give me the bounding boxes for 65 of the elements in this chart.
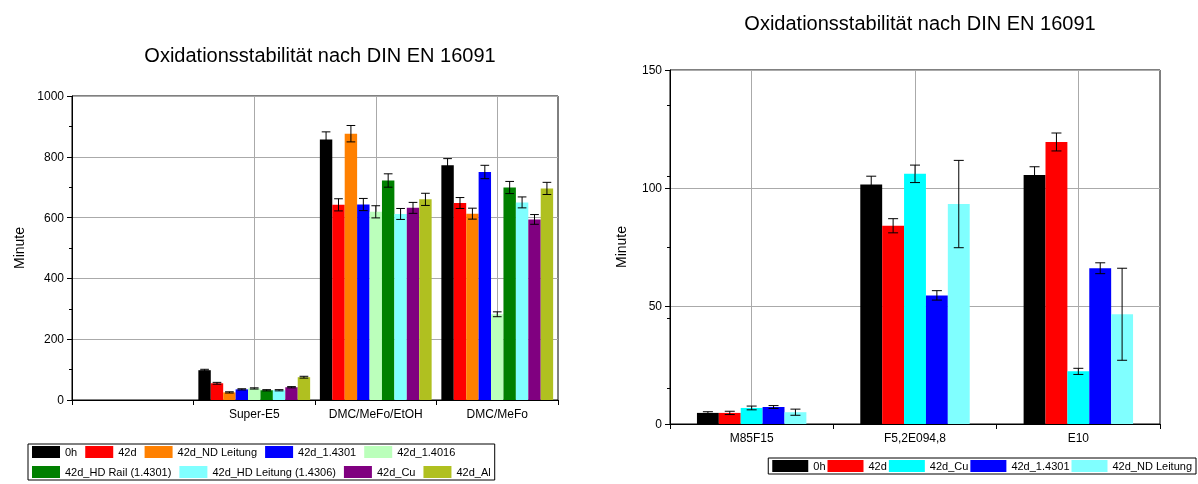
bar — [406, 207, 420, 400]
y-axis-title: Minute — [11, 226, 28, 270]
bar — [297, 377, 311, 400]
y-tick-label: 100 — [641, 181, 663, 195]
bar — [540, 188, 554, 400]
legend-label: 42d_HD Rail (1.4301) — [65, 466, 172, 478]
bar — [503, 187, 516, 400]
x-tick-label: E10 — [1067, 431, 1090, 445]
legend-label: 42d_Cu — [929, 460, 969, 472]
legend-label: 42d_ND Leitung — [177, 446, 258, 458]
bar — [369, 211, 382, 400]
y-tick-label: 1000 — [37, 89, 65, 103]
legend-label: 42d_HD Leitung (1.4306) — [212, 466, 336, 478]
chart-title: Oxidationsstabilität nach DIN EN 16091 — [744, 12, 1096, 34]
y-tick-label: 200 — [43, 332, 65, 347]
bar — [394, 213, 407, 400]
x-tick-label: F5,2E094,8 — [883, 431, 947, 445]
y-tick-label: 600 — [43, 210, 65, 225]
bar — [344, 133, 358, 400]
x-tick-label: DMC/MeFo — [466, 407, 529, 421]
bar — [718, 412, 741, 424]
bar — [740, 407, 763, 424]
y-tick-label: 50 — [648, 299, 663, 313]
bar — [478, 172, 492, 400]
legend-label: 0h — [813, 460, 826, 472]
legend-label: 42d_1.4016 — [397, 446, 456, 458]
bar — [381, 180, 395, 400]
bar — [332, 204, 345, 400]
bar — [453, 203, 467, 400]
bar — [1067, 371, 1090, 424]
bar — [210, 383, 224, 400]
bar — [491, 314, 504, 400]
legend-label: 42d_Al — [456, 466, 491, 478]
x-tick-label: DMC/MeFo/EtOH — [328, 407, 423, 421]
bar — [904, 173, 926, 424]
bar — [285, 387, 298, 400]
bar — [784, 412, 807, 424]
legend-label: 42d_ND Leitung — [1112, 460, 1193, 472]
legend-label: 42d_1.4301 — [298, 446, 357, 458]
y-tick-label: 150 — [641, 63, 663, 77]
legend-label: 0h — [65, 446, 78, 458]
legend-label: 42d_1.4301 — [1011, 460, 1070, 472]
y-tick-label: 800 — [43, 149, 65, 164]
bar — [466, 213, 479, 400]
bar — [762, 407, 785, 424]
bar — [1045, 141, 1068, 424]
bar — [1111, 314, 1134, 424]
bar — [882, 225, 905, 424]
bar — [515, 202, 529, 400]
bar — [925, 295, 948, 424]
bar — [1089, 268, 1112, 424]
x-tick-label: M85F15 — [729, 431, 774, 445]
bar — [947, 204, 970, 424]
legend-label: 42d_Cu — [376, 466, 416, 478]
y-tick-label: 0 — [655, 417, 663, 431]
y-tick-label: 400 — [43, 271, 65, 286]
legend-label: 42d — [118, 446, 137, 458]
legend-label: 42d — [868, 460, 887, 472]
chart-title: Oxidationsstabilität nach DIN EN 16091 — [144, 44, 496, 66]
bar — [528, 219, 541, 400]
bar — [357, 204, 370, 400]
x-tick-label: Super-E5 — [228, 407, 280, 421]
bar — [419, 199, 432, 400]
y-tick-label: 0 — [57, 393, 65, 407]
y-axis-title: Minute — [613, 225, 629, 269]
